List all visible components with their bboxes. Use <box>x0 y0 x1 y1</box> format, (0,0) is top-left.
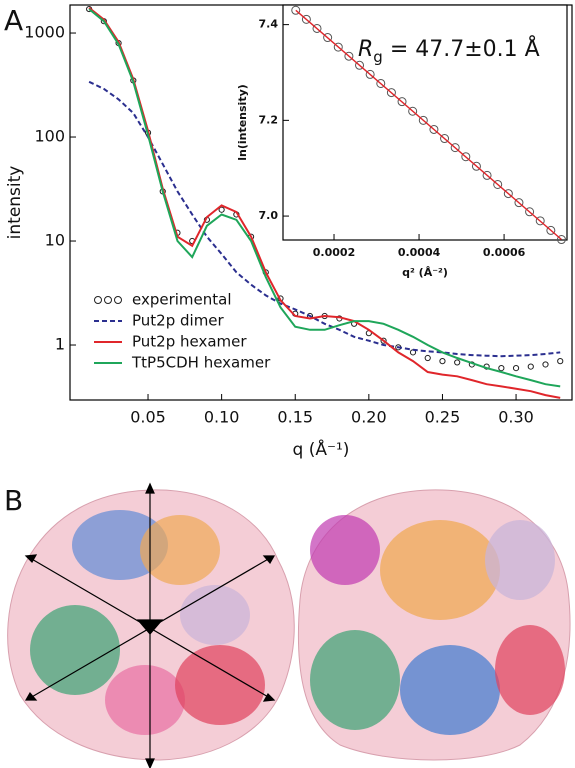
subunit <box>400 645 500 735</box>
x-axis-label: q² (Å⁻²) <box>402 266 448 279</box>
data-point <box>535 216 545 226</box>
series-line <box>295 9 562 241</box>
y-axis-label: intensity <box>5 166 25 240</box>
data-point <box>301 14 311 24</box>
x-tick-label: 0.30 <box>498 408 534 427</box>
data-point <box>333 42 343 52</box>
data-point <box>355 60 365 70</box>
data-point <box>291 5 301 15</box>
panel-label: A <box>4 4 23 37</box>
data-point <box>397 97 407 107</box>
y-tick-label: 10 <box>45 231 65 250</box>
data-point <box>512 364 520 372</box>
structure-right <box>297 489 571 761</box>
data-point <box>471 161 481 171</box>
annotation-symbol: R <box>358 37 373 62</box>
data-point <box>323 33 333 43</box>
x-axis-label: q (Å⁻¹) <box>293 438 350 460</box>
data-point <box>546 225 556 235</box>
panel-label: B <box>4 484 23 517</box>
data-point <box>386 88 396 98</box>
data-point <box>365 69 375 79</box>
data-point <box>218 206 225 213</box>
subunit <box>30 605 120 695</box>
data-point <box>503 189 513 199</box>
subunit <box>310 630 400 730</box>
x-tick-label: 0.20 <box>351 408 387 427</box>
subunit <box>180 585 250 645</box>
x-tick-label: 0.15 <box>277 408 313 427</box>
annotation-text: = 47.7±0.1 Å <box>383 35 540 62</box>
data-point <box>380 337 387 344</box>
x-tick-label: 0.25 <box>425 408 461 427</box>
data-point <box>482 170 492 180</box>
legend-label: Put2p hexamer <box>132 333 247 351</box>
data-point <box>312 23 322 33</box>
series-line <box>88 8 561 388</box>
subunit <box>175 645 265 725</box>
data-point <box>408 106 418 116</box>
data-point <box>461 152 471 162</box>
legend-symbol <box>114 296 122 304</box>
subunit <box>495 625 565 715</box>
y-axis-label: ln(intensity) <box>236 84 249 161</box>
legend-label: experimental <box>132 291 232 309</box>
data-point <box>498 364 505 372</box>
data-point <box>557 358 564 365</box>
data-point <box>542 361 549 368</box>
subunit <box>380 520 500 620</box>
data-point <box>525 207 535 217</box>
y-tick-label: 1 <box>55 335 65 354</box>
data-point <box>514 198 524 208</box>
legend-symbol <box>104 296 112 304</box>
annotation: Rg = 47.7±0.1 Å <box>358 35 540 66</box>
data-point <box>418 115 428 125</box>
x-tick-label: 0.0002 <box>313 246 355 259</box>
y-tick-label: 100 <box>34 127 65 146</box>
data-point <box>424 354 431 362</box>
y-tick-label: 1000 <box>24 23 65 42</box>
data-point <box>429 124 439 134</box>
structure-left <box>7 482 295 768</box>
subunit <box>140 515 220 585</box>
y-tick-label: 7.4 <box>259 18 279 31</box>
data-point <box>527 363 534 370</box>
y-tick-label: 7.0 <box>259 209 279 222</box>
symmetry-axes <box>24 482 276 768</box>
annotation-subscript: g <box>373 48 383 66</box>
legend-label: TtP5CDH hexamer <box>131 354 271 372</box>
subunit <box>485 520 555 600</box>
legend-symbol <box>94 296 102 304</box>
data-point <box>493 179 503 189</box>
subunit <box>105 665 185 735</box>
data-point <box>439 358 446 365</box>
y-tick-label: 7.2 <box>259 113 279 126</box>
data-point <box>450 143 460 153</box>
data-point <box>556 235 566 245</box>
series-line <box>88 80 561 358</box>
data-point <box>440 134 450 144</box>
data-point <box>344 51 354 61</box>
legend-label: Put2p dimer <box>132 312 225 330</box>
x-tick-label: 0.05 <box>130 408 166 427</box>
x-tick-label: 0.0004 <box>398 246 441 259</box>
x-tick-label: 0.0006 <box>483 246 526 259</box>
subunit <box>310 515 380 585</box>
x-tick-label: 0.10 <box>204 408 240 427</box>
data-point <box>376 78 386 88</box>
data-point <box>454 359 461 366</box>
